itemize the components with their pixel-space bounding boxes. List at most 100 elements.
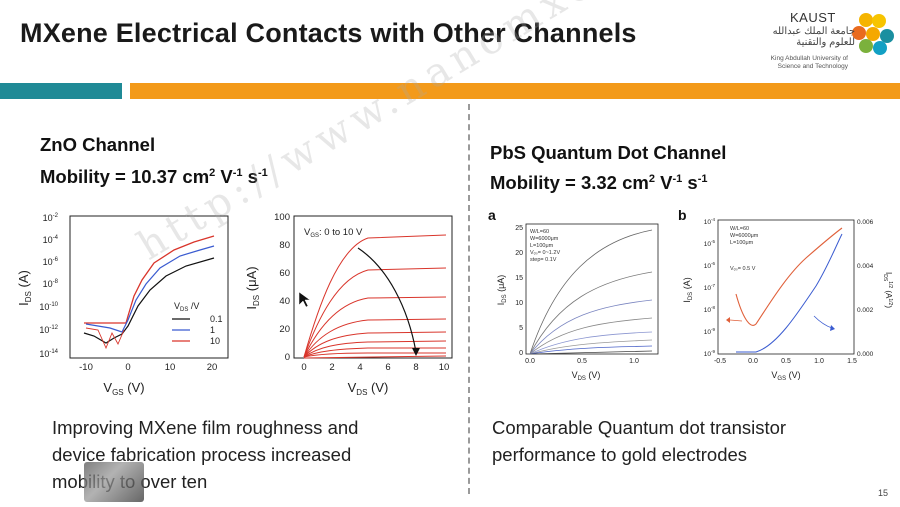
ytick: 10-14: [39, 349, 58, 359]
logo-dot-2: [872, 14, 886, 28]
plot-frame: [293, 215, 453, 359]
xtick: 1.0: [814, 358, 824, 365]
xtick: 1.0: [629, 358, 639, 365]
output-curve: [303, 340, 447, 358]
logo-name: KAUST: [790, 10, 836, 25]
x-axis-label: VGS (V): [103, 380, 144, 397]
right-mobility-prefix: Mobility = 3.32 cm: [490, 172, 649, 193]
left-caption-line2: device fabrication process increased: [52, 444, 352, 465]
legend-label: 1: [210, 325, 215, 335]
left-arrow: [729, 319, 743, 322]
pbs-output-plot: a 25 20 15 10 5 0 0.0 0.5 1.0 VDS (V) ID…: [488, 207, 659, 382]
y-axis-label: IDS (μA): [244, 266, 261, 309]
right-caption-line2: performance to gold electrodes: [492, 444, 748, 465]
y2tick: 0.006: [857, 219, 874, 226]
note: W/L=60: [530, 229, 549, 235]
xtick: 1.5: [847, 358, 857, 365]
output-curve: [303, 352, 446, 358]
left-mobility-v: V: [215, 166, 233, 187]
logo-subtitle: King Abdullah University of Science and …: [748, 55, 848, 71]
logo-dot-6: [859, 39, 873, 53]
x-axis-label: VDS (V): [572, 370, 601, 382]
page-number: 15: [878, 488, 889, 498]
right-mobility-s: s: [682, 172, 698, 193]
output-curve: [303, 234, 447, 358]
left-mobility-sup3: -1: [257, 166, 268, 179]
legend-label: 0.1: [210, 314, 223, 324]
output-curve: [529, 350, 653, 355]
xtick: -0.5: [714, 358, 726, 365]
ytick: 80: [279, 240, 290, 251]
ytick: 10: [515, 300, 523, 307]
right-mobility: Mobility = 3.32 cm2 V-1 s-1: [490, 172, 707, 194]
panel-label-b: b: [678, 207, 687, 223]
left-mobility-prefix: Mobility = 10.37 cm: [40, 166, 210, 187]
kaust-logo: [852, 13, 894, 55]
y2tick: 0.004: [857, 263, 874, 270]
output-curve: [529, 331, 653, 355]
xtick: 4: [357, 362, 362, 373]
vgs-annotation: VGS: 0 to 10 V: [304, 227, 363, 239]
header-bar-teal: [0, 83, 122, 99]
left-mobility: Mobility = 10.37 cm2 V-1 s-1: [40, 166, 268, 188]
xtick: 0.5: [781, 358, 791, 365]
output-curve: [529, 271, 653, 355]
output-curve: [529, 299, 653, 355]
watermark-badge: [84, 462, 144, 502]
column-divider: [468, 104, 470, 494]
ytick: 20: [515, 250, 523, 257]
zno-output-plot: 100 80 60 40 20 0 0 2 4 6 8 10 VDS (V) I…: [244, 212, 453, 397]
left-heading: ZnO Channel: [40, 134, 156, 155]
panel-label-a: a: [488, 207, 496, 223]
xtick: 10: [439, 362, 450, 373]
ytick: 100: [274, 212, 290, 223]
ytick: 10-4: [704, 217, 716, 226]
plot-frame: [525, 223, 659, 355]
xtick: 0.5: [577, 358, 587, 365]
curve-vds-10: [84, 235, 215, 324]
output-curve: [529, 317, 653, 355]
xtick: -10: [79, 362, 93, 373]
ytick: 10-5: [704, 239, 716, 248]
ytick: 10-9: [704, 327, 716, 336]
log-current-curve: [735, 227, 843, 326]
sweep-arrow: [357, 247, 417, 353]
xtick: 2: [329, 362, 334, 373]
ytick: 10-12: [39, 325, 58, 335]
y2tick: 0.000: [857, 351, 874, 358]
y-axis-label: IDS (μA): [496, 275, 508, 306]
left-mobility-s: s: [242, 166, 258, 187]
y2-axis-label: IDS1/2 (A1/2): [882, 272, 893, 308]
ytick: 10-6: [704, 261, 716, 270]
note: W=6000μm: [530, 236, 559, 242]
ytick: 25: [515, 225, 523, 232]
output-curve: [529, 345, 653, 355]
y-axis-label: IDS (A): [682, 277, 694, 302]
note: L=100μm: [530, 243, 554, 249]
left-arrowhead: [726, 317, 730, 323]
xtick: 0: [125, 362, 130, 373]
curve-vds-1: [85, 245, 215, 333]
note: step= 0.1V: [530, 257, 557, 263]
ytick: 0: [519, 350, 523, 357]
ytick: 10-4: [43, 235, 59, 245]
ytick: 10-7: [704, 283, 716, 292]
ytick: 5: [519, 325, 523, 332]
y2tick: 0.002: [857, 307, 874, 314]
right-arrow: [813, 315, 833, 329]
right-mobility-sup3: -1: [697, 172, 708, 185]
ytick: 10-8: [43, 279, 59, 289]
legend-label: 10: [210, 336, 220, 346]
sqrt-current-curve: [736, 233, 843, 353]
x-axis-label: VGS (V): [771, 370, 800, 382]
output-curve: [303, 318, 447, 358]
curve-vds-0.1: [83, 257, 215, 344]
right-mobility-sup2: -1: [672, 172, 683, 185]
ytick: 40: [279, 296, 290, 307]
ytick: 10-2: [43, 213, 59, 223]
curve-hysteresis: [85, 327, 125, 350]
ytick: 20: [279, 324, 290, 335]
logo-dot-1: [859, 13, 873, 27]
xtick: 20: [207, 362, 218, 373]
y-axis-label: IDS (A): [16, 270, 33, 306]
